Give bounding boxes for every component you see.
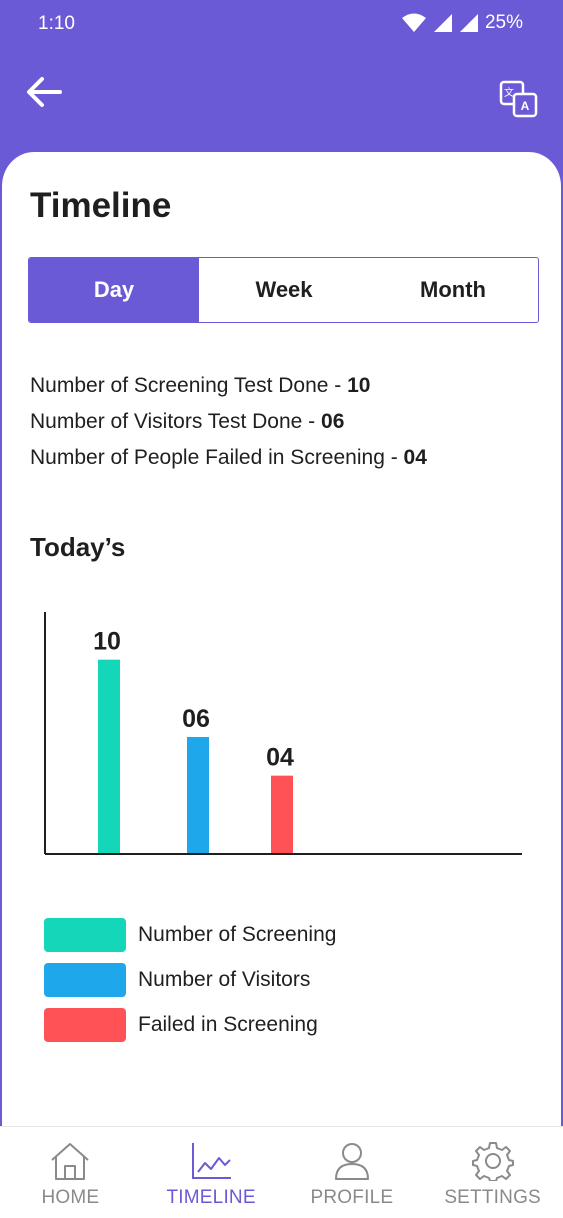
bottom-nav: HOME TIMELINE PROFILE SETTINGS [0,1126,563,1218]
legend-label-failed: Failed in Screening [138,1012,318,1036]
nav-home-label: HOME [41,1187,100,1208]
stat-failed: Number of People Failed in Screening - 0… [30,440,427,476]
nav-timeline[interactable]: TIMELINE [141,1127,282,1218]
battery-level: 25% [484,12,523,33]
status-bar: 1:10 25% [0,0,563,48]
status-time: 1:10 [38,13,75,34]
page-title: Timeline [30,186,172,225]
nav-timeline-label: TIMELINE [166,1187,256,1208]
stat-failed-label: Number of People Failed in Screening - [30,446,404,469]
bar-failed [271,775,293,853]
stat-visitors: Number of Visitors Test Done - 06 [30,404,427,440]
nav-profile-label: PROFILE [310,1187,394,1208]
translate-button[interactable]: A 文 [499,78,539,118]
stat-screening: Number of Screening Test Done - 10 [30,368,427,404]
app-bar: A 文 [0,48,563,152]
chart-legend: Number of Screening Number of Visitors F… [44,912,336,1047]
legend-label-screening: Number of Screening [138,922,337,946]
stat-failed-value: 04 [403,446,427,469]
stat-screening-value: 10 [347,374,371,397]
legend-item-failed: Failed in Screening [44,1002,336,1047]
legend-swatch-visitors [44,962,126,997]
svg-text:A: A [521,99,530,113]
bar-label-visitors: 06 [182,705,210,733]
section-title-today: Today’s [30,532,126,562]
legend-item-screening: Number of Screening [44,912,336,957]
tab-week[interactable]: Week [255,277,313,302]
stat-screening-label: Number of Screening Test Done - [30,374,348,397]
nav-settings-label: SETTINGS [444,1187,541,1208]
bar-label-screening: 10 [93,628,121,656]
bar-chart: 10 06 04 [44,612,522,855]
svg-text:文: 文 [504,86,514,99]
tab-month[interactable]: Month [420,277,486,302]
nav-home[interactable]: HOME [0,1127,141,1218]
legend-swatch-failed [44,1007,126,1042]
wifi-icon [401,13,426,32]
back-button[interactable] [22,70,66,114]
bar-label-failed: 04 [266,744,294,772]
tab-day[interactable]: Day [29,258,199,322]
signal-icon-2 [459,14,478,32]
legend-swatch-screening [44,917,126,952]
content-card: Timeline Day Week Month Number of Screen… [0,152,563,1126]
bar-visitors [187,737,209,853]
bar-screening [98,659,120,853]
stats-list: Number of Screening Test Done - 10 Numbe… [30,368,427,476]
person-icon [334,1143,369,1180]
arrow-left-icon [27,77,62,107]
period-selector: Day Week Month [28,257,539,323]
chart-icon [192,1143,232,1179]
nav-profile[interactable]: PROFILE [282,1127,423,1218]
status-icons: 25% [401,12,523,34]
signal-icon [433,14,452,32]
gear-icon [471,1142,514,1181]
stat-visitors-value: 06 [321,410,345,433]
home-icon [51,1143,90,1180]
legend-label-visitors: Number of Visitors [138,967,311,991]
translate-icon: A 文 [499,80,538,118]
stat-visitors-label: Number of Visitors Test Done - [30,410,322,433]
legend-item-visitors: Number of Visitors [44,957,336,1002]
nav-settings[interactable]: SETTINGS [422,1127,563,1218]
